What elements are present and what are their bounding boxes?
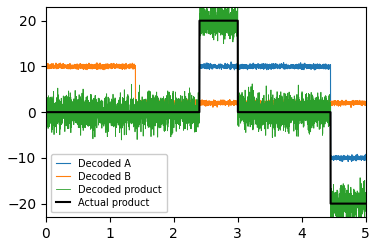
Decoded B xyxy=(236,99,240,102)
Decoded product xyxy=(282,111,287,114)
Decoded B xyxy=(102,66,106,69)
Decoded B xyxy=(363,101,368,104)
Decoded product xyxy=(363,203,368,206)
Decoded B xyxy=(349,106,353,109)
Line: Decoded product: Decoded product xyxy=(46,0,366,231)
Decoded product xyxy=(166,109,170,112)
Decoded product xyxy=(337,230,341,233)
Line: Decoded B: Decoded B xyxy=(46,63,366,107)
Actual product xyxy=(282,111,287,114)
Line: Decoded A: Decoded A xyxy=(46,62,366,161)
Actual product xyxy=(307,111,311,114)
Actual product xyxy=(363,202,368,205)
Actual product xyxy=(166,111,170,114)
Decoded B xyxy=(282,102,287,105)
Decoded A xyxy=(252,64,256,67)
Actual product xyxy=(102,111,106,114)
Decoded product xyxy=(307,115,311,118)
Actual product xyxy=(252,111,256,114)
Decoded B xyxy=(95,61,99,64)
Decoded B xyxy=(252,104,256,107)
Decoded B xyxy=(166,100,170,103)
Decoded A xyxy=(44,110,48,113)
Decoded product xyxy=(44,116,48,119)
Actual product xyxy=(197,19,202,22)
Legend: Decoded A, Decoded B, Decoded product, Actual product: Decoded A, Decoded B, Decoded product, A… xyxy=(51,154,167,213)
Decoded A xyxy=(282,66,287,69)
Decoded A xyxy=(229,61,233,63)
Decoded A xyxy=(236,65,240,68)
Decoded A xyxy=(349,160,354,163)
Actual product xyxy=(44,111,48,114)
Decoded product xyxy=(102,115,106,118)
Decoded A xyxy=(363,157,368,160)
Decoded B xyxy=(307,101,311,104)
Decoded A xyxy=(102,110,106,113)
Actual product xyxy=(328,202,333,205)
Actual product xyxy=(236,19,240,22)
Decoded A xyxy=(307,66,311,69)
Line: Actual product: Actual product xyxy=(46,21,366,204)
Decoded B xyxy=(44,65,48,68)
Decoded A xyxy=(166,109,170,112)
Decoded product xyxy=(252,118,256,121)
Decoded product xyxy=(236,29,240,32)
